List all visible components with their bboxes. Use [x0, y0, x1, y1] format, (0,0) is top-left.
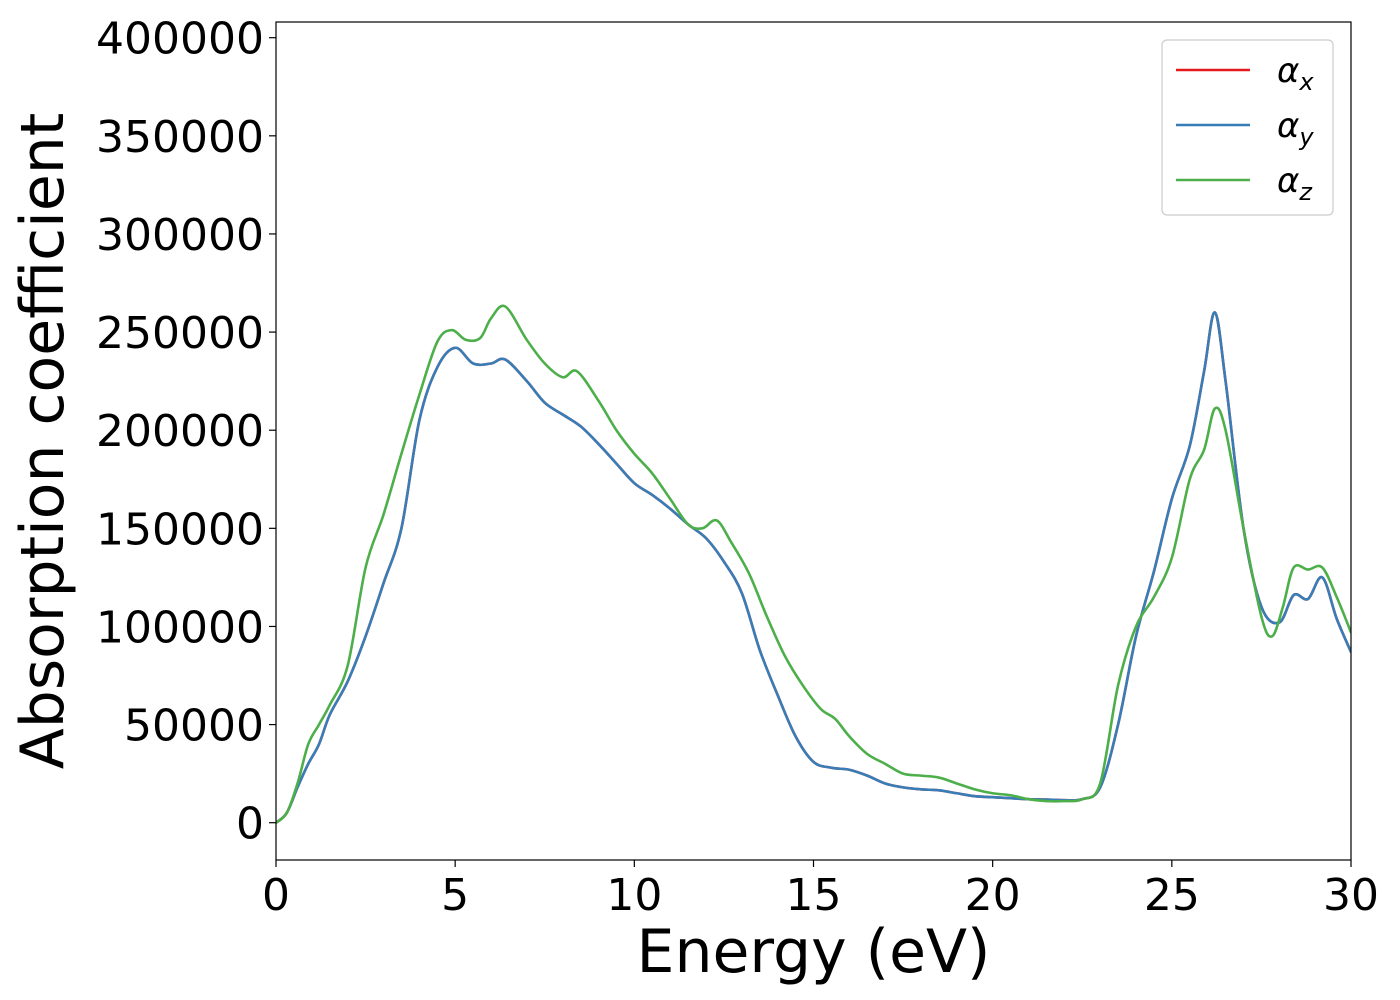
y-tick-label: 50000 [124, 701, 264, 752]
x-tick-label: 25 [1144, 870, 1200, 921]
x-axis-title: Energy (eV) [637, 917, 991, 987]
y-tick-label: 0 [236, 799, 264, 850]
series-line-y [276, 311, 1351, 825]
chart-legend: αx αy αz [1161, 39, 1334, 216]
legend-label-y: αy [1277, 106, 1314, 151]
x-tick-label: 10 [606, 870, 662, 921]
x-tick-label: 15 [786, 870, 842, 921]
y-tick-label: 150000 [96, 504, 264, 555]
y-tick-label: 400000 [96, 14, 264, 65]
y-tick-label: 250000 [96, 308, 264, 359]
series-line-x [276, 311, 1351, 825]
y-tick-label: 200000 [96, 406, 264, 457]
x-tick-label: 5 [441, 870, 469, 921]
x-tick-label: 30 [1323, 870, 1379, 921]
y-tick-label: 100000 [96, 602, 264, 653]
series-line-z [276, 304, 1351, 825]
x-axis-ticks: 0 5 10 15 20 25 30 [262, 860, 1379, 921]
y-tick-label: 350000 [96, 112, 264, 163]
x-tick-label: 20 [965, 870, 1021, 921]
x-tick-label: 0 [262, 870, 290, 921]
y-tick-label: 300000 [96, 210, 264, 261]
legend-label-x: αx [1277, 51, 1314, 96]
legend-label-z: αz [1277, 161, 1313, 206]
series-layer [276, 304, 1351, 825]
y-axis-ticks: 0 50000 100000 150000 200000 250000 300000 3500… [96, 14, 276, 850]
legend-box [1161, 39, 1334, 216]
y-axis-title: Absorption coefficient [8, 113, 78, 770]
